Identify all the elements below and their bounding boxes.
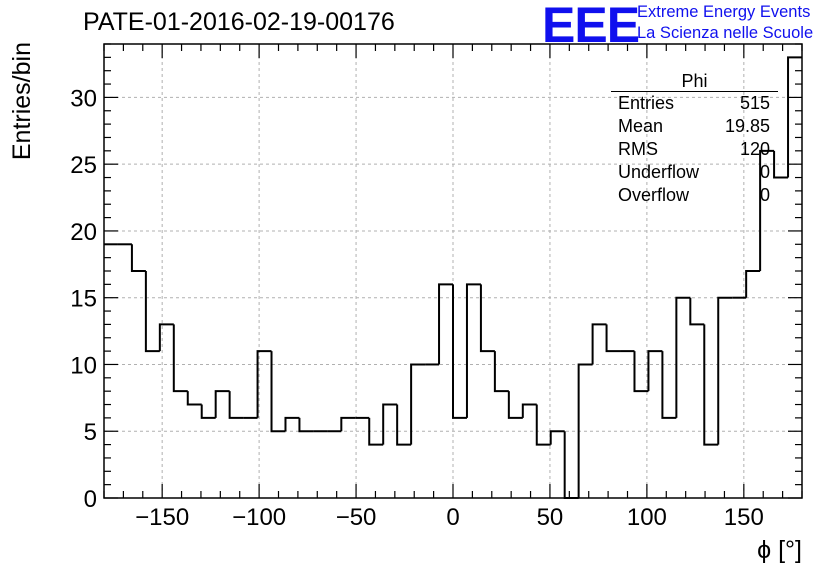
tick-labels: −150 −100 −50 0 50 100 150 0 5 10 15 20 25 30 xyxy=(70,85,764,531)
histogram-bin xyxy=(745,270,761,298)
histogram-bin xyxy=(661,351,677,419)
stats-label: Mean xyxy=(618,116,664,136)
histogram-bin xyxy=(228,391,244,419)
stats-label: Underflow xyxy=(618,162,700,182)
histogram-bin xyxy=(410,363,426,445)
histogram-bin xyxy=(703,324,719,446)
histogram-bin xyxy=(186,391,202,406)
axis-ticks xyxy=(103,43,803,499)
y-tick-label: 20 xyxy=(70,219,97,246)
y-tick-label: 25 xyxy=(70,152,97,179)
y-axis-label: Entries/bin xyxy=(8,42,36,160)
y-tick-label: 5 xyxy=(84,419,97,446)
histogram-bin xyxy=(521,403,537,418)
stats-label: RMS xyxy=(618,139,658,159)
logo-line-1: Extreme Energy Events xyxy=(637,3,811,21)
histogram-bin xyxy=(256,350,272,418)
histogram-layer xyxy=(104,56,802,499)
histogram-bin xyxy=(465,283,481,418)
histogram-bin xyxy=(298,417,314,433)
histogram-bin xyxy=(158,323,174,352)
histogram-bin xyxy=(284,416,300,432)
chart-title: PATE-01-2016-02-19-00176 xyxy=(83,8,395,36)
x-tick-label: 0 xyxy=(446,504,459,531)
stats-label: Entries xyxy=(618,93,675,113)
histogram-bin xyxy=(689,297,705,326)
x-tick-label: 150 xyxy=(724,504,764,531)
histogram-bin xyxy=(452,284,467,419)
stats-label: Overflow xyxy=(618,185,690,205)
histogram-bin xyxy=(382,403,398,445)
histogram-bin xyxy=(535,404,551,446)
stats-value: 0 xyxy=(759,185,770,205)
histogram-bin xyxy=(563,431,579,499)
eee-logo: EEE xyxy=(542,0,640,53)
stats-value: 120 xyxy=(739,139,770,159)
histogram-bin xyxy=(214,390,230,418)
histogram-bin xyxy=(144,271,160,353)
histogram-bin xyxy=(200,404,216,419)
x-tick-label: −150 xyxy=(135,504,189,531)
histogram-bin xyxy=(493,351,509,393)
histogram-bin xyxy=(172,324,188,393)
y-tick-label: 30 xyxy=(70,85,97,112)
histogram-bin xyxy=(396,404,412,446)
stats-box-name: Phi xyxy=(611,72,778,92)
histogram-bin xyxy=(787,56,802,178)
histogram-bin xyxy=(479,284,495,353)
stats-row-overflow: Overflow 0 xyxy=(611,184,778,207)
logo-line-2: La Scienza nelle Scuole xyxy=(637,24,814,42)
stats-row-mean: Mean 19.85 xyxy=(611,115,778,138)
histogram-bin xyxy=(759,149,775,271)
x-tick-label: −100 xyxy=(232,504,286,531)
stats-row-underflow: Underflow 0 xyxy=(611,161,778,184)
stats-row-rms: RMS 120 xyxy=(611,138,778,161)
histogram-bin xyxy=(773,150,789,179)
stats-value: 0 xyxy=(759,162,770,182)
stats-box: Phi Entries 515 Mean 19.85 RMS 120 Under… xyxy=(611,72,778,207)
histogram-bin xyxy=(130,244,146,272)
histogram-bin xyxy=(633,351,649,393)
x-axis-label: ϕ [°] xyxy=(757,536,802,564)
stats-value: 19.85 xyxy=(724,116,770,136)
histogram-bin xyxy=(591,323,607,365)
histogram-bin xyxy=(368,417,384,446)
histogram-bin xyxy=(675,296,691,418)
histogram-bin xyxy=(340,416,356,432)
x-tick-label: −50 xyxy=(336,504,377,531)
x-tick-label: 50 xyxy=(537,504,564,531)
y-tick-label: 15 xyxy=(70,286,97,313)
histogram-bin xyxy=(577,363,593,498)
histogram-bin xyxy=(438,283,453,365)
histogram-bin xyxy=(270,351,286,433)
y-tick-label: 0 xyxy=(84,486,97,513)
stats-value: 515 xyxy=(739,93,770,113)
histogram-bin xyxy=(605,324,621,353)
histogram-bin xyxy=(507,391,523,419)
histogram-bin xyxy=(549,430,565,445)
y-tick-label: 10 xyxy=(70,352,97,379)
x-tick-label: 100 xyxy=(627,504,667,531)
histogram-bin xyxy=(717,296,733,445)
stats-row-entries: Entries 515 xyxy=(611,92,778,115)
histogram-bin xyxy=(647,350,663,392)
